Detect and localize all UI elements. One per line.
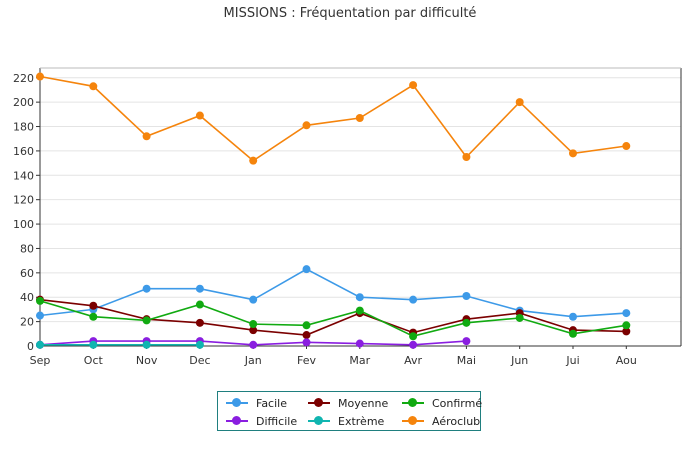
x-tick-label: Mar [349,354,370,367]
data-point [195,111,204,120]
x-tick-label: Sep [30,354,51,367]
x-tick-label: Jun [510,354,528,367]
legend-entry: Difficile [226,413,297,429]
data-point [355,293,364,302]
data-point [195,300,204,309]
data-point [142,284,151,293]
data-point [462,292,471,301]
data-point [249,326,258,335]
x-tick-label: Oct [84,354,104,367]
data-point [36,311,44,320]
y-tick-label: 40 [20,291,34,304]
data-point [249,340,258,349]
data-point [622,327,631,336]
data-point [622,321,631,330]
data-point [249,320,258,329]
data-point [515,313,524,322]
x-tick-label: Nov [136,354,158,367]
data-point [622,142,631,151]
data-point [355,339,364,348]
data-point [142,316,151,325]
data-point [302,121,311,130]
y-tick-label: 120 [13,194,34,207]
data-point [569,149,577,158]
legend-label: Moyenne [338,396,389,410]
legend-swatch [308,415,330,427]
legend-entry: Moyenne [308,395,388,411]
y-tick-label: 80 [20,242,34,255]
legend-label: Facile [256,396,287,410]
data-point [89,82,98,91]
data-point [409,332,418,341]
data-point [302,331,311,340]
y-tick-label: 140 [13,169,34,182]
data-point [142,132,151,141]
legend-swatch [226,415,248,427]
series-line-2 [39,300,627,338]
legend-entry: Aéroclub [402,413,480,429]
y-tick-label: 220 [13,72,34,85]
y-tick-label: 0 [27,340,34,353]
data-point [249,156,258,165]
legend-entry: Extrème [308,413,384,429]
legend-swatch [226,397,248,409]
data-point [302,265,311,274]
data-point [355,113,364,122]
x-tick-label: Fev [297,354,316,367]
data-point [36,72,44,81]
x-tick-label: Jui [565,354,579,367]
legend-label: Extrème [338,414,385,428]
data-point [409,340,418,349]
data-point [195,318,204,327]
legend-label: Confirmé [432,396,483,410]
legend-entry: Facile [226,395,287,411]
data-point [462,318,471,327]
series-line-0 [39,268,627,318]
legend: Facile Moyenne Confirmé Difficile Extrème Aér… [217,391,482,431]
y-tick-label: 20 [20,316,34,329]
data-point [409,295,418,304]
data-point [36,296,44,305]
y-tick-label: 180 [13,121,34,134]
data-point [569,312,577,321]
legend-label: Aéroclub [432,414,481,428]
data-point [302,321,311,330]
data-point [89,301,98,310]
y-tick-label: 200 [13,96,34,109]
data-point [142,340,151,349]
series-line-5 [39,75,627,162]
data-point [569,329,577,338]
data-point [462,337,471,346]
x-tick-label: Mai [457,354,476,367]
x-tick-label: Avr [404,354,422,367]
legend-entry: Confirmé [402,395,482,411]
data-point [195,340,204,349]
legend-swatch [402,397,424,409]
legend-swatch [402,415,424,427]
y-tick-label: 160 [13,145,34,158]
data-point [515,98,524,107]
data-point [36,340,44,349]
data-point [89,340,98,349]
data-point [249,295,258,304]
y-tick-label: 100 [13,218,34,231]
data-point [462,153,471,162]
data-point [622,309,631,318]
data-point [355,306,364,315]
legend-swatch [308,397,330,409]
data-point [409,81,418,90]
data-point [302,338,311,347]
x-tick-label: Aou [616,354,637,367]
x-tick-label: Dec [189,354,210,367]
legend-label: Difficile [256,414,298,428]
y-tick-label: 60 [20,267,34,280]
chart-title: MISSIONS : Fréquentation par difficulté [223,6,477,21]
x-tick-label: Jan [244,354,262,367]
series-line-1 [39,298,627,336]
data-point [89,312,98,321]
data-point [195,284,204,293]
